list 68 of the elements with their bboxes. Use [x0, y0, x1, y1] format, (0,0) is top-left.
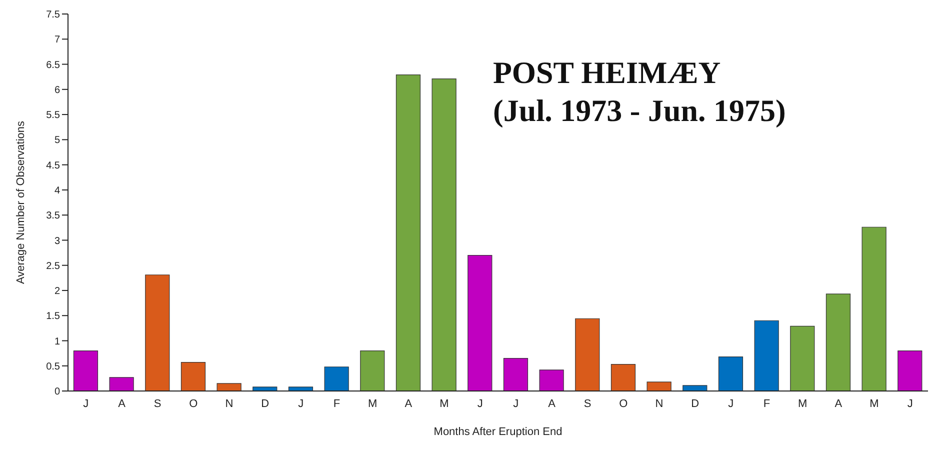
y-tick-label: 2.5	[46, 260, 60, 272]
x-tick-label: D	[691, 398, 700, 410]
bar	[790, 326, 815, 391]
x-tick-label: J	[477, 398, 483, 410]
y-tick-label: 0.5	[46, 361, 60, 372]
y-tick-label: 2	[54, 286, 60, 298]
bar	[826, 294, 851, 391]
x-tick-label: J	[298, 398, 304, 410]
x-tick-label: N	[225, 398, 234, 410]
x-tick-label: M	[368, 398, 378, 410]
x-tick-label: D	[261, 398, 270, 410]
y-tick-label: 4	[54, 185, 60, 196]
bar	[539, 370, 564, 391]
bar	[610, 364, 636, 391]
x-tick-label: S	[584, 398, 592, 410]
bar	[288, 386, 314, 391]
x-tick-label: F	[333, 398, 340, 410]
x-tick-label: J	[907, 398, 913, 410]
x-tick-label: A	[548, 398, 556, 410]
y-tick-label: 3.5	[46, 210, 60, 222]
x-tick-label: J	[83, 398, 89, 410]
x-tick-label: F	[763, 398, 770, 410]
bar	[575, 318, 600, 391]
bar	[646, 382, 672, 391]
y-tick-label: 7.5	[46, 10, 60, 21]
bar	[216, 383, 242, 391]
x-tick-label: J	[513, 398, 519, 410]
y-tick-label: 1	[54, 336, 60, 348]
x-axis-title: Months After Eruption End	[434, 426, 562, 438]
y-tick-label: 6.5	[46, 60, 60, 71]
x-tick-label: J	[728, 398, 734, 410]
bar	[503, 358, 528, 391]
bar	[468, 254, 492, 391]
bar	[252, 386, 278, 391]
y-tick-label: 3	[54, 236, 60, 247]
x-tick-label: M	[798, 398, 808, 410]
bar	[109, 377, 134, 391]
bar	[898, 350, 922, 391]
text: (Jul. 1973 - Jun. 1975)	[493, 92, 786, 130]
x-tick-label: M	[870, 398, 879, 410]
text: POST HEIMÆY	[493, 54, 722, 92]
x-tick-label: A	[834, 398, 843, 410]
x-tick-label: N	[655, 398, 664, 410]
y-tick-label: 6	[54, 84, 60, 96]
x-tick-label: A	[404, 398, 413, 410]
bar	[73, 350, 98, 391]
bar	[862, 226, 886, 391]
x-tick-label: S	[154, 398, 162, 410]
bar	[360, 350, 385, 391]
bar	[396, 74, 421, 391]
y-tick-label: 4.5	[46, 160, 60, 172]
y-tick-label: 5.5	[46, 110, 60, 122]
bar	[718, 356, 744, 391]
bar	[180, 362, 206, 391]
x-tick-label: O	[189, 398, 198, 410]
x-tick-label: M	[440, 398, 449, 410]
bar	[754, 320, 779, 391]
y-axis-title: Average Number of Observations	[14, 120, 27, 284]
x-tick-label: O	[619, 398, 628, 410]
y-tick-label: 7	[54, 34, 60, 46]
y-tick-label: 5	[54, 135, 60, 146]
bar	[682, 385, 708, 391]
bar	[324, 366, 349, 391]
bar	[145, 274, 170, 391]
x-tick-label: A	[118, 398, 126, 410]
bar	[432, 78, 456, 391]
y-tick-label: 0	[54, 386, 60, 398]
y-tick-label: 1.5	[46, 311, 60, 322]
